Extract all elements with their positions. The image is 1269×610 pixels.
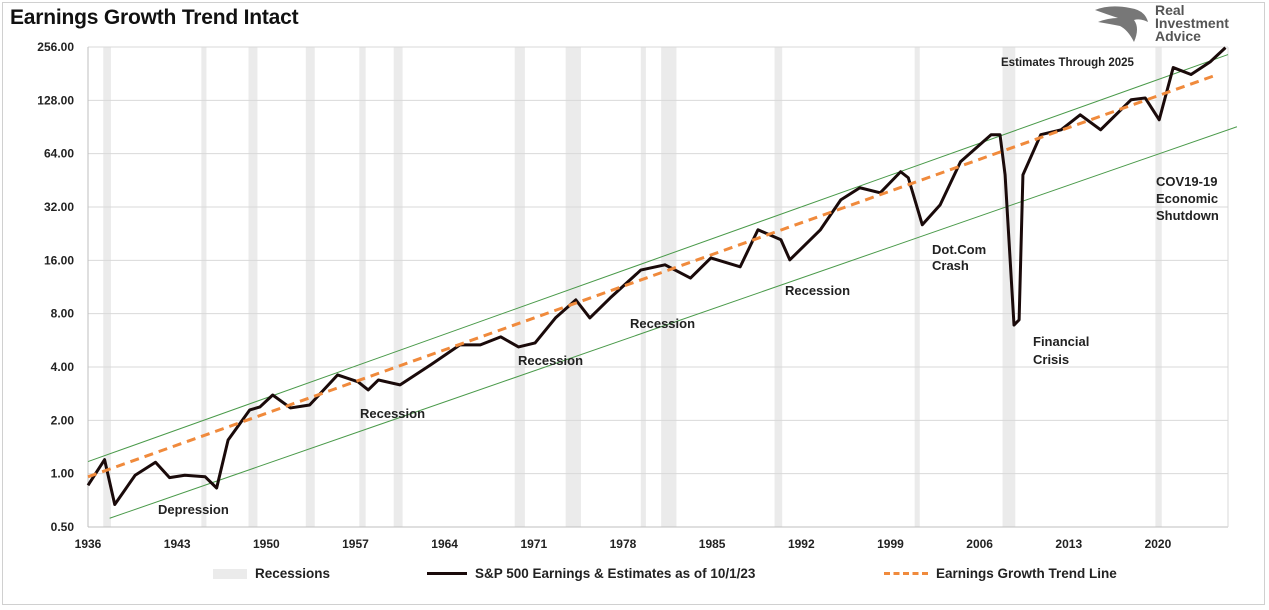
y-tick-label: 64.00 bbox=[44, 147, 74, 161]
recession-bar bbox=[359, 47, 366, 527]
x-tick-label: 1957 bbox=[342, 537, 369, 551]
legend-item-recessions: Recessions bbox=[213, 566, 330, 581]
recession-bar bbox=[103, 47, 111, 527]
x-tick-label: 2013 bbox=[1055, 537, 1082, 551]
y-tick-label: 1.00 bbox=[51, 467, 75, 481]
y-tick-label: 256.00 bbox=[37, 40, 74, 54]
annotation-label: Shutdown bbox=[1156, 208, 1219, 223]
x-tick-label: 1971 bbox=[520, 537, 547, 551]
annotation-label: Depression bbox=[158, 502, 229, 517]
y-tick-label: 8.00 bbox=[51, 307, 75, 321]
y-tick-label: 4.00 bbox=[51, 360, 75, 374]
annotation-label: Recession bbox=[518, 353, 583, 368]
x-tick-label: 1992 bbox=[788, 537, 815, 551]
annotation-label: Recession bbox=[785, 283, 850, 298]
x-tick-label: 1999 bbox=[877, 537, 904, 551]
x-tick-label: 1950 bbox=[253, 537, 280, 551]
recession-bar bbox=[640, 47, 646, 527]
annotation-label: COV19-19 bbox=[1156, 174, 1217, 189]
chart-title: Earnings Growth Trend Intact bbox=[10, 6, 299, 29]
annotation-label: Dot.Com bbox=[932, 242, 986, 257]
x-tick-label: 1978 bbox=[610, 537, 637, 551]
trend-swatch bbox=[884, 572, 928, 575]
recession-bar bbox=[914, 47, 920, 527]
annotation-label: Estimates Through 2025 bbox=[1001, 57, 1135, 69]
y-tick-label: 128.00 bbox=[37, 93, 74, 107]
recession-bar bbox=[1155, 47, 1162, 527]
x-tick-label: 1936 bbox=[75, 537, 102, 551]
x-tick-label: 1943 bbox=[164, 537, 191, 551]
legend-label: Recessions bbox=[255, 566, 331, 581]
annotation-label: Crash bbox=[932, 258, 969, 273]
legend-item-trend: Earnings Growth Trend Line bbox=[884, 566, 1117, 581]
recession-swatch bbox=[213, 568, 247, 579]
legend-label: S&P 500 Earnings & Estimates as of 10/1/… bbox=[475, 566, 756, 581]
x-tick-label: 1964 bbox=[431, 537, 458, 551]
annotation-label: Financial bbox=[1033, 334, 1089, 349]
logo-text: Real Investment Advice bbox=[1155, 2, 1229, 44]
lower-channel-line bbox=[109, 126, 1238, 519]
annotation-label: Recession bbox=[630, 316, 695, 331]
legend-label: Earnings Growth Trend Line bbox=[936, 566, 1117, 581]
recession-bar bbox=[661, 47, 677, 527]
annotation-label: Recession bbox=[360, 406, 425, 421]
y-tick-label: 16.00 bbox=[44, 253, 74, 267]
trend-line bbox=[87, 74, 1215, 479]
recession-bar bbox=[248, 47, 258, 527]
y-tick-label: 2.00 bbox=[51, 413, 75, 427]
x-tick-label: 2020 bbox=[1145, 537, 1172, 551]
earnings-line bbox=[86, 46, 1227, 506]
recession-bar bbox=[565, 47, 581, 527]
recession-bar bbox=[1002, 47, 1016, 527]
legend-item-earnings: S&P 500 Earnings & Estimates as of 10/1/… bbox=[427, 566, 755, 581]
x-tick-label: 1985 bbox=[699, 537, 726, 551]
x-tick-label: 2006 bbox=[966, 537, 993, 551]
recession-bar bbox=[201, 47, 207, 527]
recession-bar bbox=[393, 47, 403, 527]
recession-bar bbox=[305, 47, 315, 527]
y-tick-label: 32.00 bbox=[44, 200, 74, 214]
y-tick-label: 0.50 bbox=[51, 520, 75, 534]
eagle-logo-icon bbox=[1095, 6, 1148, 42]
upper-channel-line bbox=[87, 54, 1229, 463]
recession-bar bbox=[774, 47, 783, 527]
annotation-label: Crisis bbox=[1033, 352, 1069, 367]
annotation-label: Economic bbox=[1156, 191, 1218, 206]
earnings-swatch bbox=[427, 572, 467, 575]
recession-bar bbox=[514, 47, 525, 527]
legend: Recessions S&P 500 Earnings & Estimates … bbox=[0, 566, 1269, 586]
